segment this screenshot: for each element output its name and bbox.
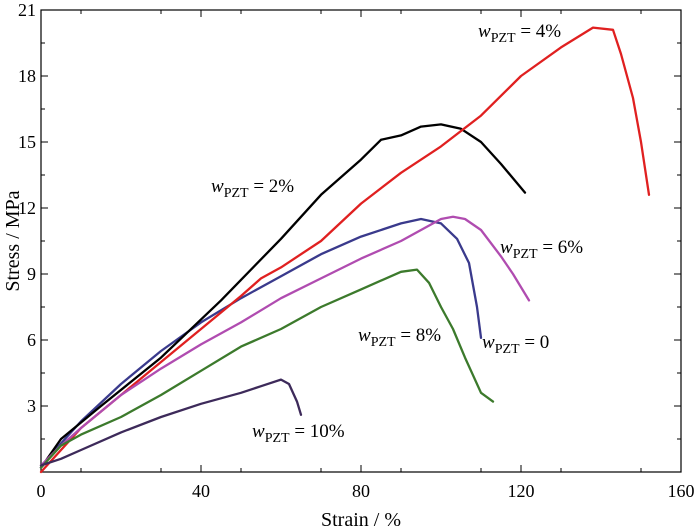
x-tick-label: 40 (192, 481, 210, 501)
x-axis-title: Strain / % (321, 509, 401, 531)
chart-axes: 0 40 80 120 160 3 6 9 12 15 18 21 (18, 0, 695, 501)
series-layer (39, 26, 651, 474)
y-tick-label: 3 (27, 396, 36, 416)
y-tick-label: 18 (18, 66, 36, 86)
series-label-2pct: wPZT = 2% (211, 176, 294, 201)
y-tick-label: 12 (18, 198, 36, 218)
x-tick-label: 80 (352, 481, 370, 501)
y-tick-label: 6 (27, 330, 36, 350)
series-label-10pct: wPZT = 10% (252, 421, 345, 446)
series-label-6pct: wPZT = 6% (500, 237, 583, 262)
series-label-8pct: wPZT = 8% (358, 325, 441, 350)
series-line-10pct (39, 378, 303, 467)
series-line-0 (39, 217, 483, 469)
y-axis-title: Stress / MPa (2, 190, 24, 291)
y-tick-label: 15 (18, 132, 36, 152)
series-label-4pct: wPZT = 4% (478, 21, 561, 46)
y-tick-label: 9 (27, 264, 36, 284)
x-tick-label: 160 (668, 481, 695, 501)
series-line-8pct (39, 268, 495, 469)
y-tick-label: 21 (18, 0, 36, 20)
series-label-0: wPZT = 0 (482, 332, 549, 357)
series-line-2pct (39, 123, 527, 469)
series-line-6pct (39, 215, 531, 467)
series-line-4pct (39, 26, 651, 474)
plot-frame (40, 9, 682, 473)
x-tick-label: 0 (37, 481, 46, 501)
x-tick-label: 120 (508, 481, 535, 501)
series-labels: wPZT = 0 wPZT = 2% wPZT = 4% wPZT = 6% wPZT … (211, 21, 583, 446)
